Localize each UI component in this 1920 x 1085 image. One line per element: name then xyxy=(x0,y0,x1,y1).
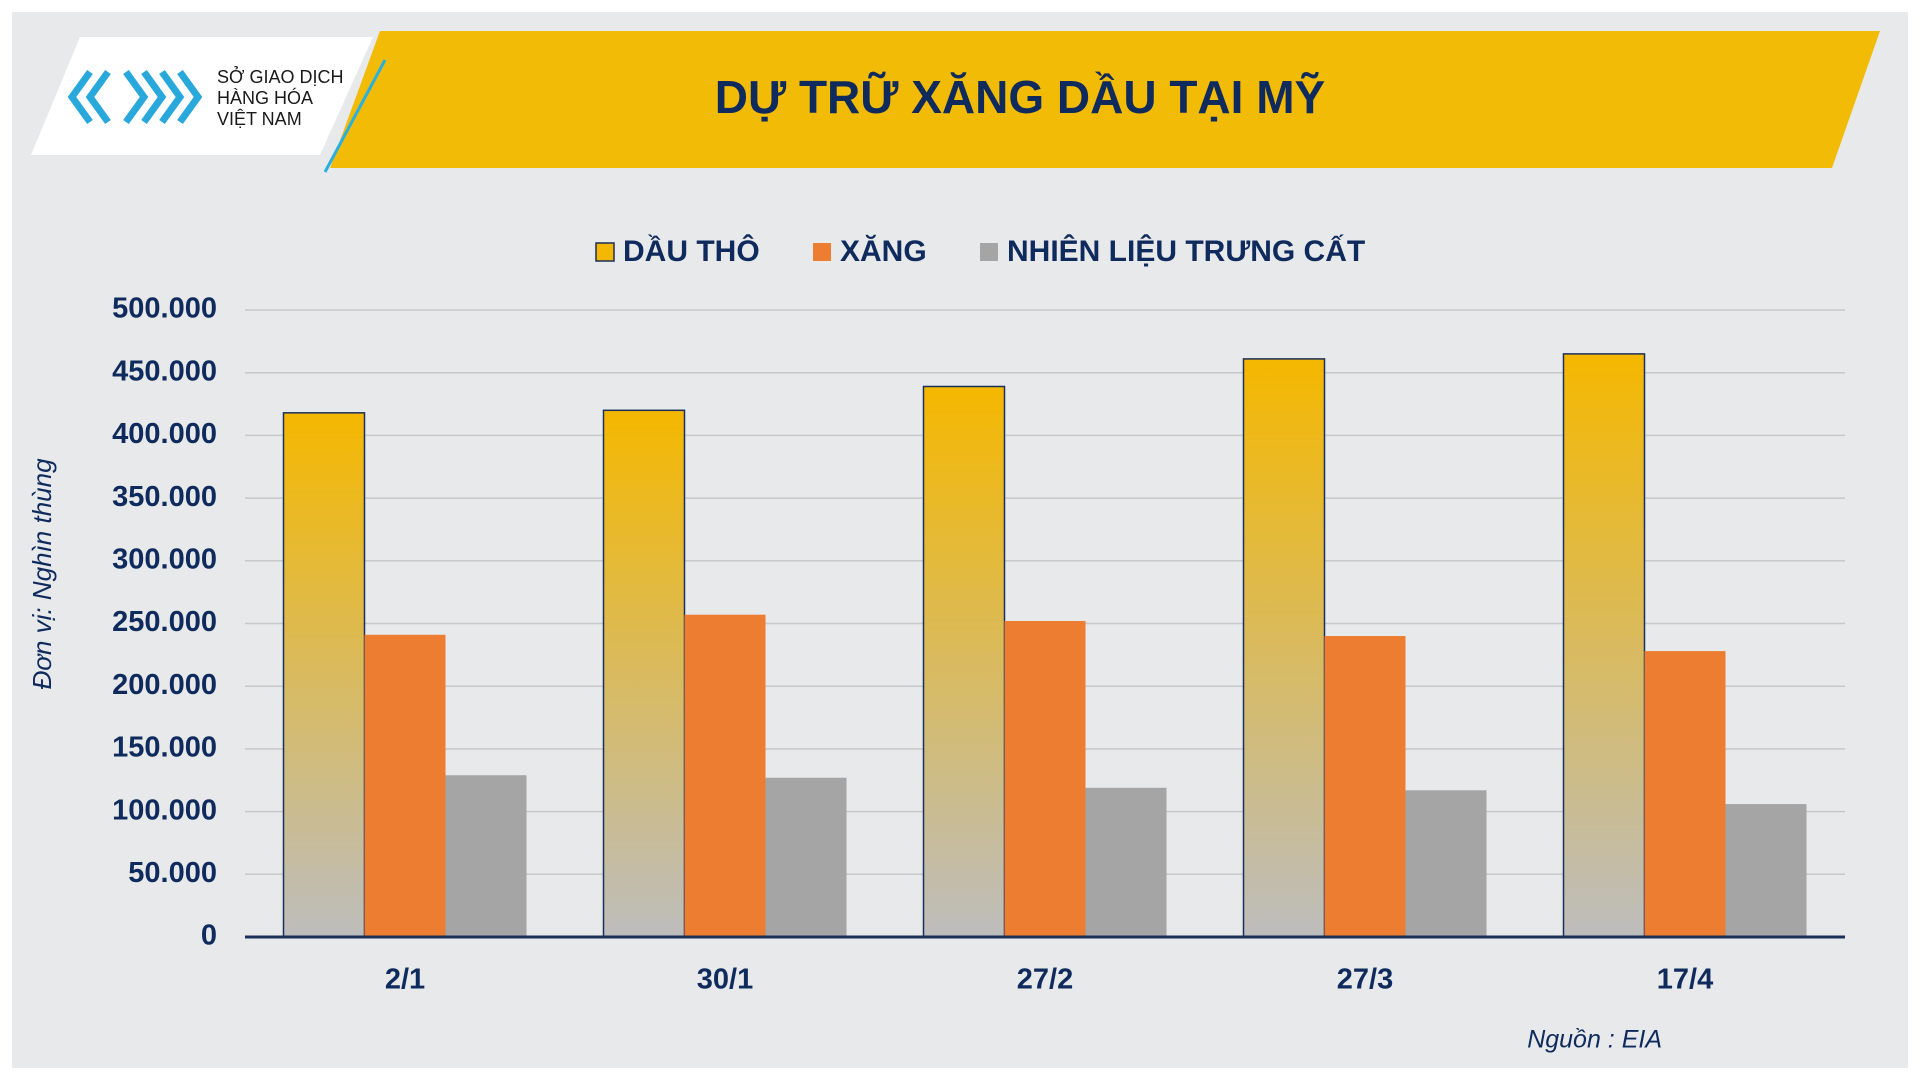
bar xyxy=(1004,620,1086,937)
bar xyxy=(922,385,1006,938)
bar xyxy=(445,775,527,937)
logo-accent xyxy=(323,59,387,173)
y-tick-label: 500.000 xyxy=(112,293,217,325)
y-tick-label: 0 xyxy=(201,920,217,952)
y-tick-label: 450.000 xyxy=(112,355,217,387)
legend-swatch xyxy=(980,243,998,261)
y-tick-label: 50.000 xyxy=(128,857,217,889)
logo-text: HÀNG HÓA xyxy=(217,87,313,108)
source: Nguồn : EIA xyxy=(1527,1026,1662,1054)
legend-label: NHIÊN LIỆU TRƯNG CẤT xyxy=(1007,234,1365,268)
y-tick-label: 350.000 xyxy=(112,481,217,513)
bar xyxy=(602,409,686,938)
logo-mark xyxy=(67,69,203,125)
legend-label: DẦU THÔ xyxy=(623,234,760,268)
bar xyxy=(1562,353,1646,938)
bar xyxy=(1085,787,1167,937)
bar xyxy=(765,777,847,937)
x-tick-label: 2/1 xyxy=(385,964,425,996)
bar xyxy=(1725,804,1807,937)
y-tick-label: 150.000 xyxy=(112,732,217,764)
y-tick-label: 250.000 xyxy=(112,606,217,638)
legend-swatch xyxy=(595,242,615,262)
logo-box xyxy=(31,37,373,155)
bar xyxy=(282,412,366,938)
y-axis-label: Đơn vị: Nghìn thùng xyxy=(27,458,57,690)
y-tick-label: 200.000 xyxy=(112,669,217,701)
legend-label: XĂNG xyxy=(840,234,927,268)
x-tick-label: 17/4 xyxy=(1657,964,1713,996)
x-tick-label: 27/2 xyxy=(1017,964,1073,996)
bar xyxy=(1242,358,1326,938)
legend-swatch xyxy=(813,243,831,261)
logo-text: VIỆT NAM xyxy=(217,109,302,129)
y-tick-label: 300.000 xyxy=(112,543,217,575)
logo-text: SỞ GIAO DỊCH xyxy=(217,66,343,87)
title-banner xyxy=(330,31,1880,168)
bar xyxy=(1324,636,1406,937)
bar xyxy=(684,614,766,937)
bar xyxy=(1405,790,1487,937)
y-tick-label: 100.000 xyxy=(112,794,217,826)
chart-title: DỰ TRỮ XĂNG DẦU TẠI MỸ xyxy=(715,71,1325,123)
bar xyxy=(1644,651,1726,937)
x-tick-label: 27/3 xyxy=(1337,964,1393,996)
y-tick-label: 400.000 xyxy=(112,418,217,450)
bar xyxy=(364,634,446,937)
x-tick-label: 30/1 xyxy=(697,964,753,996)
